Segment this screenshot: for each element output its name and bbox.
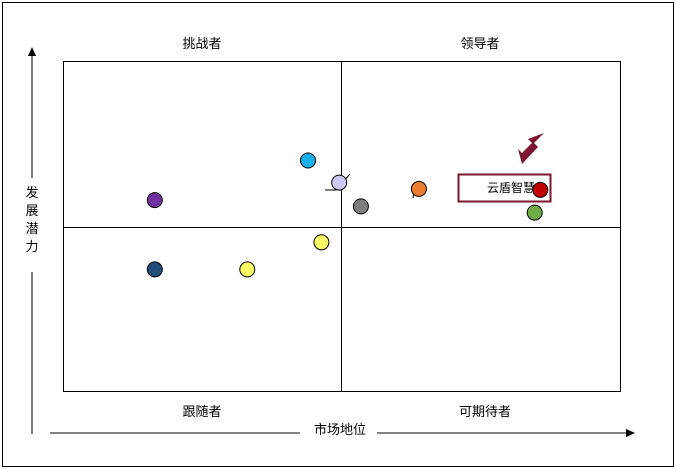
quadrant-label-leader: 领导者	[460, 37, 499, 52]
data-point-6	[300, 152, 316, 169]
y-axis-label-char-2: 展	[25, 204, 38, 219]
data-point-7	[313, 234, 330, 251]
data-point-10	[239, 261, 256, 278]
data-point-8	[146, 192, 163, 209]
highlight-arrow-icon	[518, 133, 544, 164]
quadrant-label-challenger: 挑战者	[182, 37, 221, 52]
highlight-label: 云盾智慧	[487, 180, 535, 195]
data-points	[146, 152, 549, 278]
data-point-4	[331, 174, 348, 191]
data-point-9	[146, 261, 163, 278]
quadrant-label-promising: 可期待者	[459, 405, 511, 420]
data-point-1	[532, 181, 549, 198]
y-axis-label-char-4: 力	[25, 240, 38, 255]
quadrant-label-follower: 跟随者	[182, 405, 221, 420]
data-point-3	[410, 180, 427, 197]
y-axis-label-char-3: 潜	[25, 222, 38, 237]
data-point-2	[526, 204, 543, 221]
data-point-5	[352, 198, 369, 215]
x-axis-label: 市场地位	[314, 422, 366, 438]
y-axis-label-char-1: 发	[25, 185, 38, 201]
